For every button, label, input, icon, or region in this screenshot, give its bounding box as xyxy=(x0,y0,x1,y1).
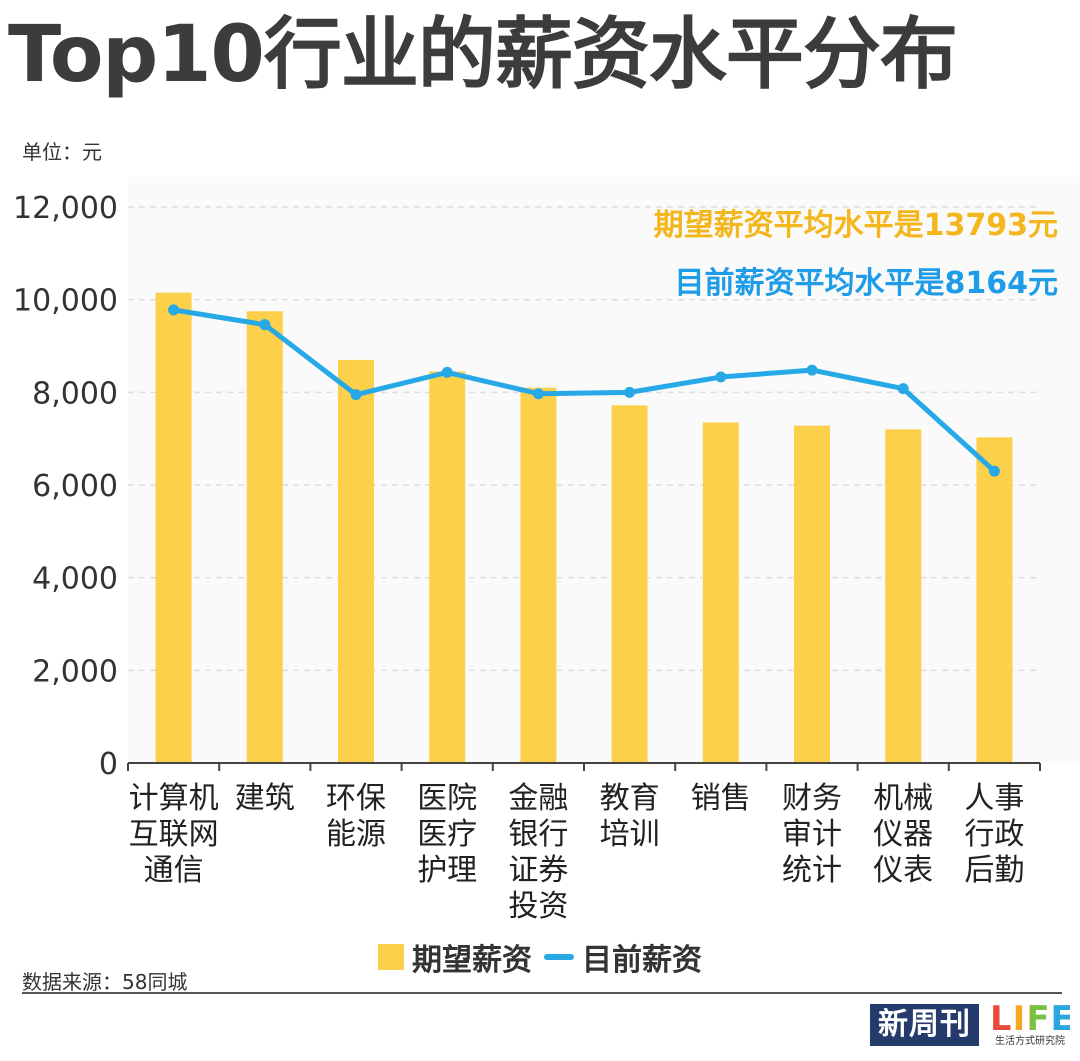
y-tick-label: 8,000 xyxy=(32,376,118,411)
x-category-label: 建筑 xyxy=(235,781,295,816)
line-point-8 xyxy=(806,364,818,376)
legend-item-current: 目前薪资 xyxy=(544,935,702,979)
line-point-4 xyxy=(441,366,453,378)
bar-7 xyxy=(702,422,739,763)
life-logo-subtitle: 生活方式研究院 xyxy=(995,1036,1065,1047)
x-category-label: 金融银行证券投资 xyxy=(508,781,568,924)
bar-1 xyxy=(155,292,192,763)
bar-2 xyxy=(246,311,283,763)
publication-logo: 新周刊 xyxy=(870,1004,979,1046)
bar-10 xyxy=(976,437,1013,763)
chart-title: Top10行业的薪资水平分布 xyxy=(8,10,958,100)
line-point-6 xyxy=(624,386,636,398)
x-category-label: 人事行政后勤 xyxy=(964,781,1024,888)
y-tick-label: 6,000 xyxy=(32,469,118,504)
legend-current-label: 目前薪资 xyxy=(582,943,702,978)
x-category-label: 医院医疗护理 xyxy=(417,781,477,888)
divider xyxy=(22,992,1062,994)
salary-chart: 0 2,000 4,000 6,000 8,000 10,000 12,000 计算机互联网通… xyxy=(13,177,1080,924)
life-logo: LIFE 生活方式研究院 xyxy=(990,999,1075,1048)
x-category-label: 财务审计统计 xyxy=(782,781,842,888)
y-tick-label: 2,000 xyxy=(32,654,118,689)
expected-average-annotation: 期望薪资平均水平是13793元 xyxy=(653,208,1058,243)
x-category-label: 计算机互联网通信 xyxy=(129,781,219,888)
x-category-label: 环保能源 xyxy=(326,781,386,852)
bar-9 xyxy=(885,429,922,763)
bar-8 xyxy=(794,425,830,763)
plot-background xyxy=(128,177,1080,763)
line-point-3 xyxy=(350,389,362,401)
current-salary-line xyxy=(171,307,997,474)
line-point-10 xyxy=(988,465,1000,477)
legend-line-swatch xyxy=(544,954,574,960)
life-logo-word: LIFE xyxy=(990,999,1075,1039)
y-tick-label: 0 xyxy=(99,747,118,782)
bar-6 xyxy=(611,405,648,763)
bar-3 xyxy=(338,359,374,763)
y-tick-label: 12,000 xyxy=(13,191,118,226)
x-category-label: 机械仪器仪表 xyxy=(873,781,933,888)
legend-expected-label: 期望薪资 xyxy=(412,943,532,978)
chart-legend: 期望薪资 目前薪资 xyxy=(378,935,702,979)
legend-bar-swatch xyxy=(378,944,404,970)
line-point-2 xyxy=(259,319,271,331)
data-source: 数据来源：58同城 xyxy=(22,970,188,994)
bar-4 xyxy=(429,371,466,763)
line-point-7 xyxy=(715,371,727,383)
unit-label: 单位：元 xyxy=(22,140,102,164)
x-category-label: 教育培训 xyxy=(600,781,660,852)
x-category-label: 销售 xyxy=(691,781,751,816)
line-point-5 xyxy=(532,388,544,400)
bar-5 xyxy=(520,387,557,763)
line-point-9 xyxy=(897,383,909,395)
current-average-annotation: 目前薪资平均水平是8164元 xyxy=(674,266,1059,301)
legend-item-expected: 期望薪资 xyxy=(378,935,532,979)
y-tick-label: 4,000 xyxy=(32,562,118,597)
line-point-1 xyxy=(168,304,180,316)
y-tick-label: 10,000 xyxy=(13,284,118,319)
